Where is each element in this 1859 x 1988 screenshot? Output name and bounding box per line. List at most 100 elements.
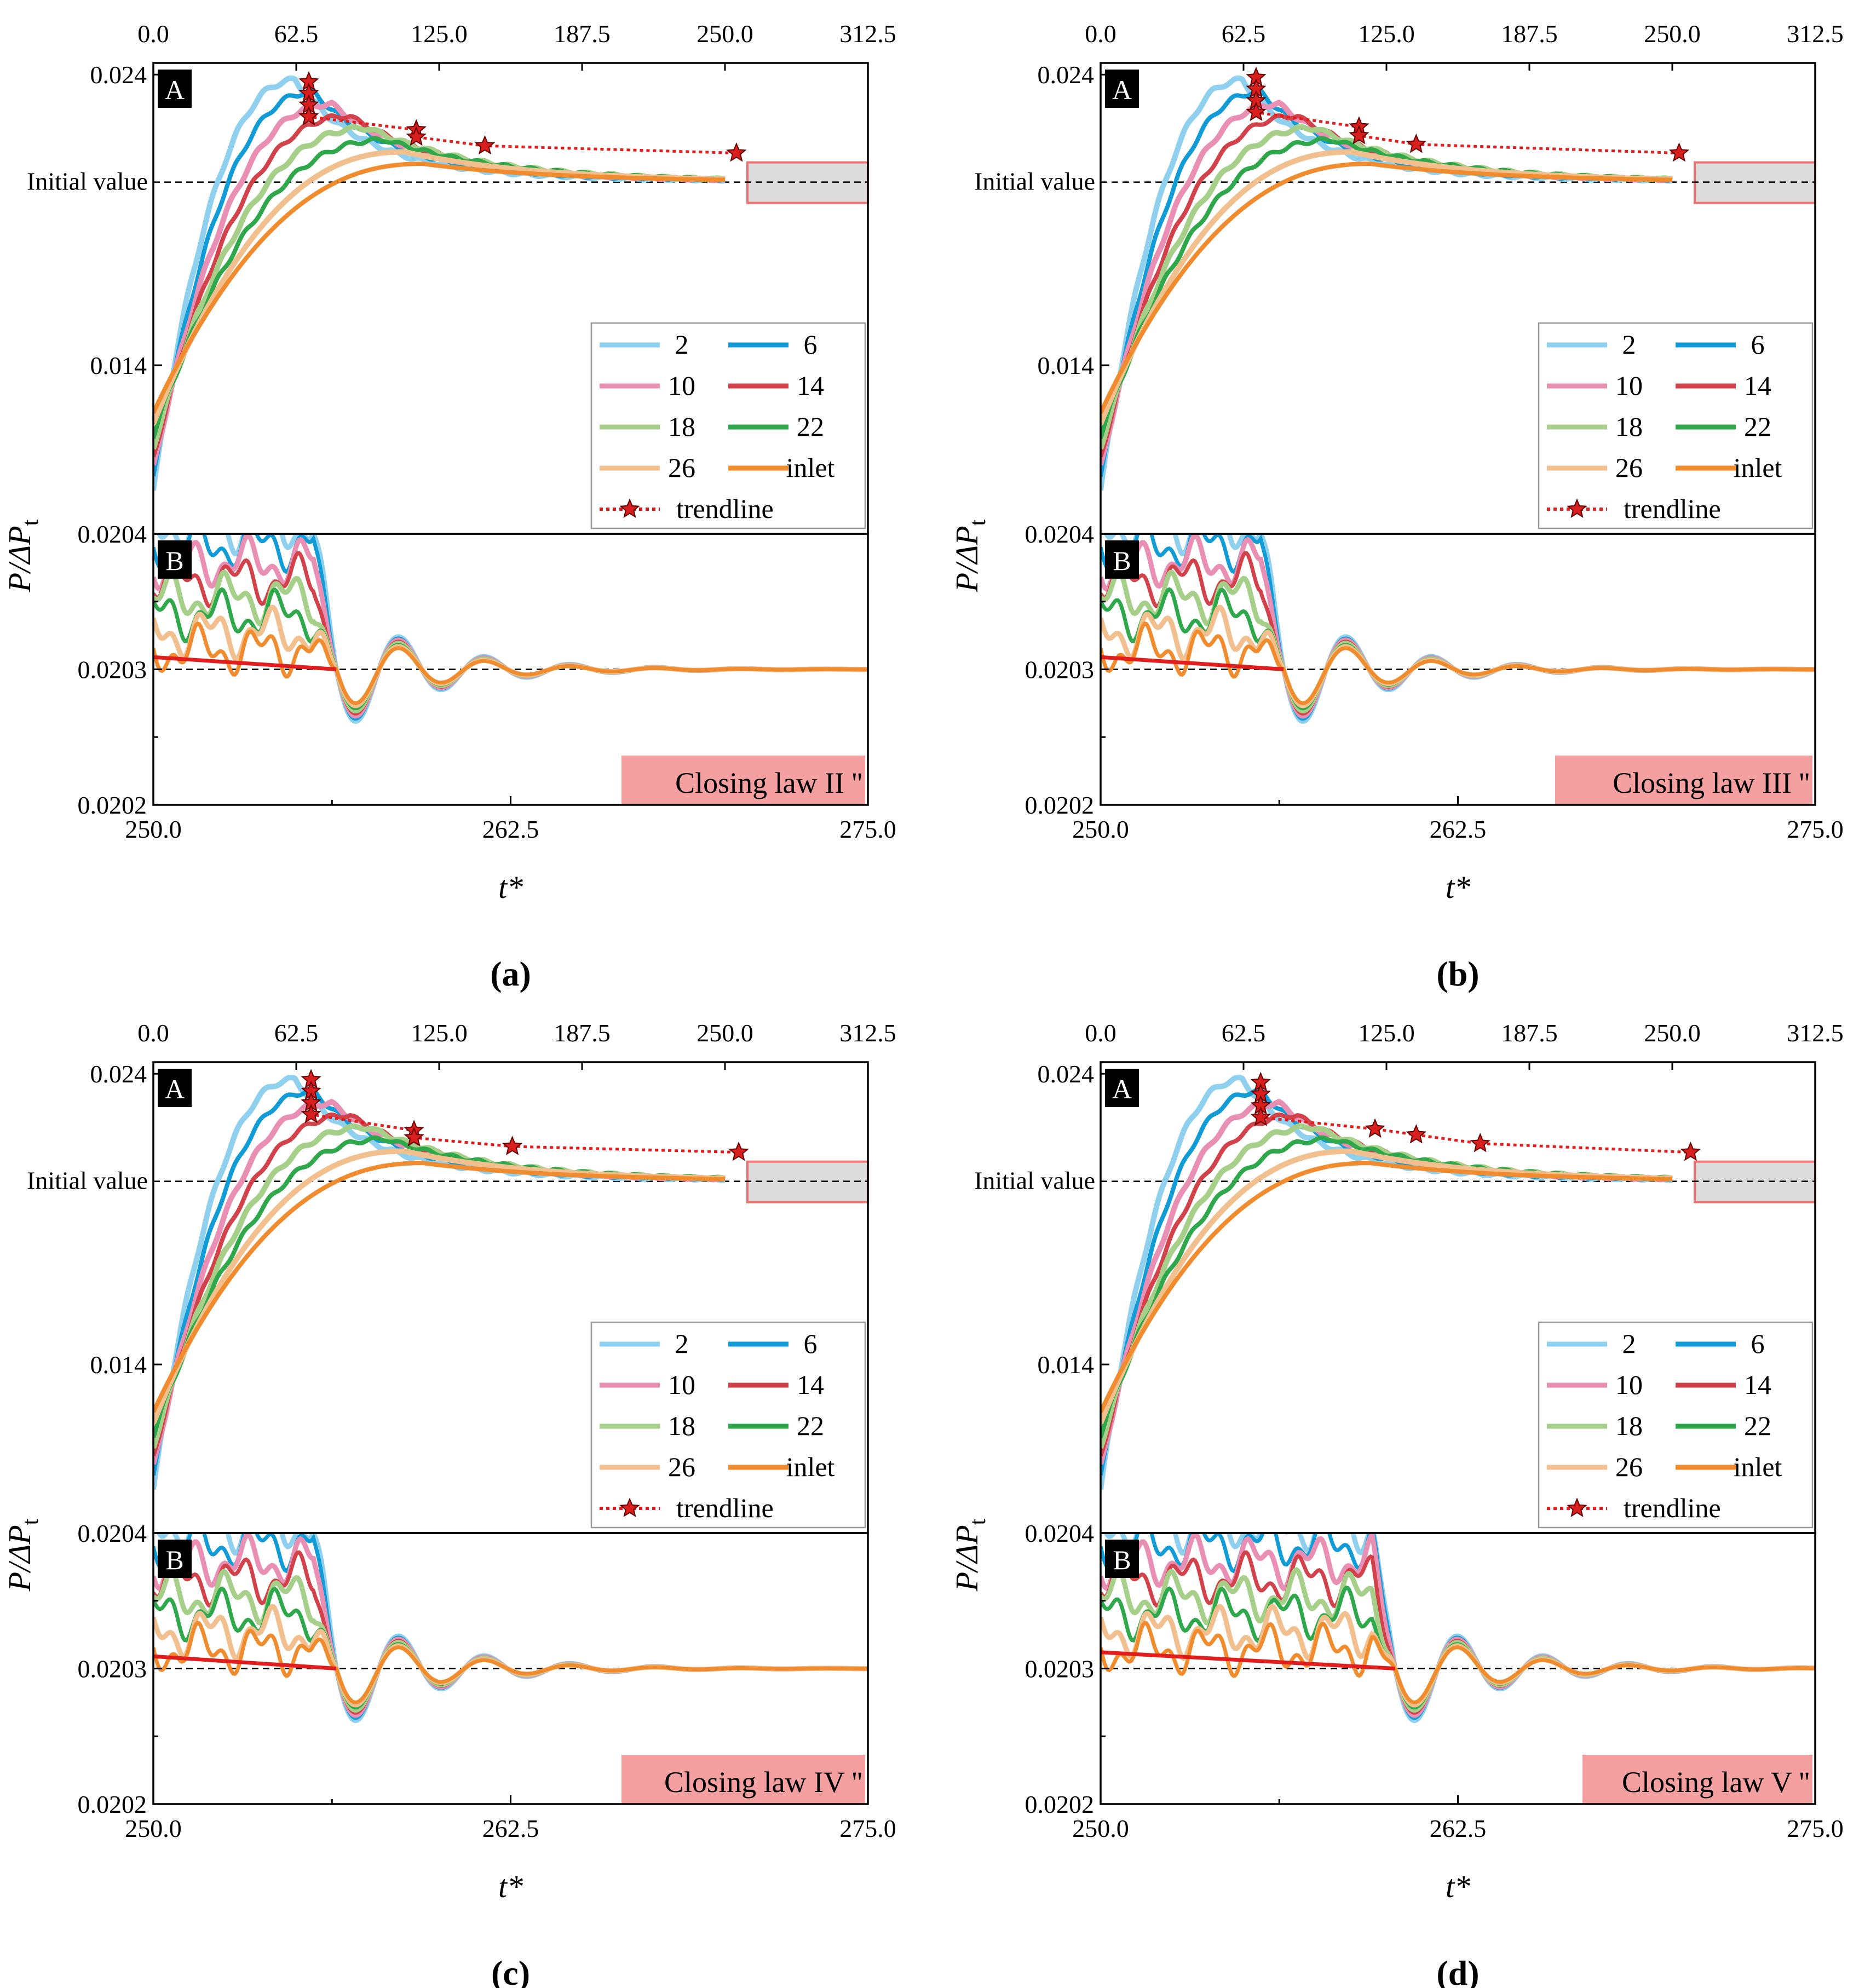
legend-star	[1567, 1497, 1587, 1517]
upper-series-group	[1101, 66, 1690, 491]
top-x-tick-label: 125.0	[1358, 20, 1415, 48]
y-axis-title: P/ΔPt	[949, 1518, 991, 1592]
y-axis-title-main: P/ΔP	[949, 526, 985, 592]
top-x-tick-label: 62.5	[274, 1019, 319, 1047]
bottom-x-tick-label: 262.5	[1430, 1814, 1487, 1842]
subplot-a-label: A	[165, 74, 185, 105]
bottom-x-tick-label: 250.0	[1072, 815, 1129, 843]
y-axis-title: P/ΔPt	[949, 519, 991, 592]
closing-law-label: Closing law V ''	[1622, 1766, 1810, 1799]
top-x-tick-label: 62.5	[1222, 20, 1266, 48]
upper-y-tick-label: 0.014	[90, 1351, 147, 1379]
series-line-b-18	[153, 1568, 868, 1713]
legend-star	[619, 498, 640, 518]
subplot-b-frame	[152, 533, 869, 806]
y-axis-title: P/ΔPt	[2, 1518, 43, 1592]
subplot-b-frame	[1100, 1532, 1816, 1805]
subplot-b-label: B	[165, 545, 183, 576]
lower-y-tick-label: 0.0203	[78, 1655, 147, 1683]
top-x-tick-label: 250.0	[697, 20, 753, 48]
y-axis-title-sub: t	[18, 1518, 43, 1525]
trendline-star	[1668, 142, 1690, 162]
upper-series-group	[1101, 1071, 1701, 1490]
closing-law-highlight	[1582, 1755, 1812, 1804]
series-line-inlet	[153, 162, 726, 414]
legend-entry-label: 14	[797, 1369, 824, 1400]
series-line-inlet	[1101, 1161, 1673, 1413]
top-x-tick-label: 0.0	[1085, 1019, 1116, 1047]
trendline-star	[1470, 1132, 1490, 1153]
trendline-star	[726, 142, 747, 162]
bottom-x-tick-label: 275.0	[1787, 815, 1844, 843]
closing-law-label: Closing law IV ''	[664, 1766, 862, 1799]
subplot-b-badge	[158, 1540, 192, 1578]
top-x-tick-label: 312.5	[1787, 20, 1844, 48]
legend-entry-label: 14	[1744, 1369, 1771, 1400]
subplot-a-badge	[158, 1069, 192, 1107]
upper-y-tick-label: 0.014	[90, 351, 147, 379]
subplot-b-frame	[152, 1532, 869, 1805]
trendline-star	[298, 106, 319, 126]
series-line-b-inlet	[1101, 1620, 1815, 1704]
trendline-star	[1349, 125, 1369, 145]
legend-entry-label: 10	[1615, 1369, 1643, 1400]
top-x-tick-label: 312.5	[839, 1019, 896, 1047]
y-axis-title-sub: t	[965, 1518, 991, 1525]
upper-y-tick-label: 0.014	[1038, 1351, 1095, 1379]
legend-star	[619, 1497, 640, 1517]
initial-value-label: Initial value	[27, 1167, 148, 1195]
lower-series-group	[153, 1533, 868, 1724]
lower-y-tick-label: 0.0203	[78, 656, 147, 684]
initial-value-label: Initial value	[974, 1167, 1095, 1195]
subplot-a-badge	[158, 70, 192, 108]
bottom-x-tick-label: 250.0	[125, 815, 182, 843]
series-line-b-18	[1101, 569, 1815, 714]
legend-entry-label: 26	[1615, 452, 1643, 483]
trendline-star	[1250, 1107, 1271, 1126]
series-line-b-2	[156, 1533, 868, 1724]
series-line-b-inlet	[153, 621, 868, 705]
y-axis-title-main: P/ΔP	[2, 1525, 37, 1592]
legend-entry-label: 2	[1622, 329, 1636, 360]
legend-entry-label: 22	[1744, 411, 1771, 442]
legend-entry-label: 26	[1615, 1451, 1643, 1482]
trendline-star	[728, 1142, 749, 1161]
lower-series-group	[153, 534, 868, 724]
top-x-tick-label: 0.0	[137, 1019, 169, 1047]
trendline-star	[474, 135, 496, 155]
lower-y-tick-label: 0.0202	[78, 1790, 147, 1818]
legend-entry-label: 6	[1751, 1328, 1765, 1359]
trendline-b	[153, 1654, 337, 1670]
upper-y-tick-label: 0.024	[1038, 61, 1095, 89]
legend-entry-label: 10	[1615, 370, 1643, 401]
series-line-b-2	[156, 534, 868, 724]
bottom-x-tick-label: 275.0	[839, 815, 896, 843]
bottom-x-tick-label: 250.0	[125, 1814, 182, 1842]
top-x-tick-label: 0.0	[1085, 20, 1116, 48]
subplot-b-label: B	[1113, 545, 1131, 576]
series-line-b-inlet	[1101, 621, 1815, 705]
trendline-star	[1406, 133, 1426, 153]
subplot-b-label: B	[165, 1545, 183, 1575]
subplot-b-frame	[1100, 533, 1816, 806]
legend-entry-label: 2	[675, 329, 689, 360]
legend-entry-label: 14	[797, 370, 824, 401]
series-line-b-22	[153, 1586, 868, 1710]
series-line-b-6	[153, 1533, 868, 1720]
x-axis-title: t*	[498, 1869, 523, 1904]
trendline-star	[301, 1104, 321, 1123]
bottom-x-tick-label: 275.0	[839, 1814, 896, 1842]
legend-entry-label: inlet	[1734, 1451, 1782, 1482]
bottom-x-tick-label: 262.5	[482, 1814, 539, 1842]
trendline-star	[406, 126, 427, 146]
top-x-tick-label: 312.5	[1787, 1019, 1844, 1047]
panel-label: (b)	[1436, 954, 1479, 993]
top-x-tick-label: 187.5	[1501, 20, 1558, 48]
top-x-tick-label: 250.0	[1644, 1019, 1701, 1047]
legend-entry-label: 26	[668, 1451, 695, 1482]
y-axis-title-main: P/ΔP	[949, 1525, 985, 1592]
chart-panel: 0.0 62.5 125.0 187.5 250.0 312.5 Initial value…	[949, 1019, 1844, 1988]
closing-law-highlight	[1555, 756, 1812, 805]
